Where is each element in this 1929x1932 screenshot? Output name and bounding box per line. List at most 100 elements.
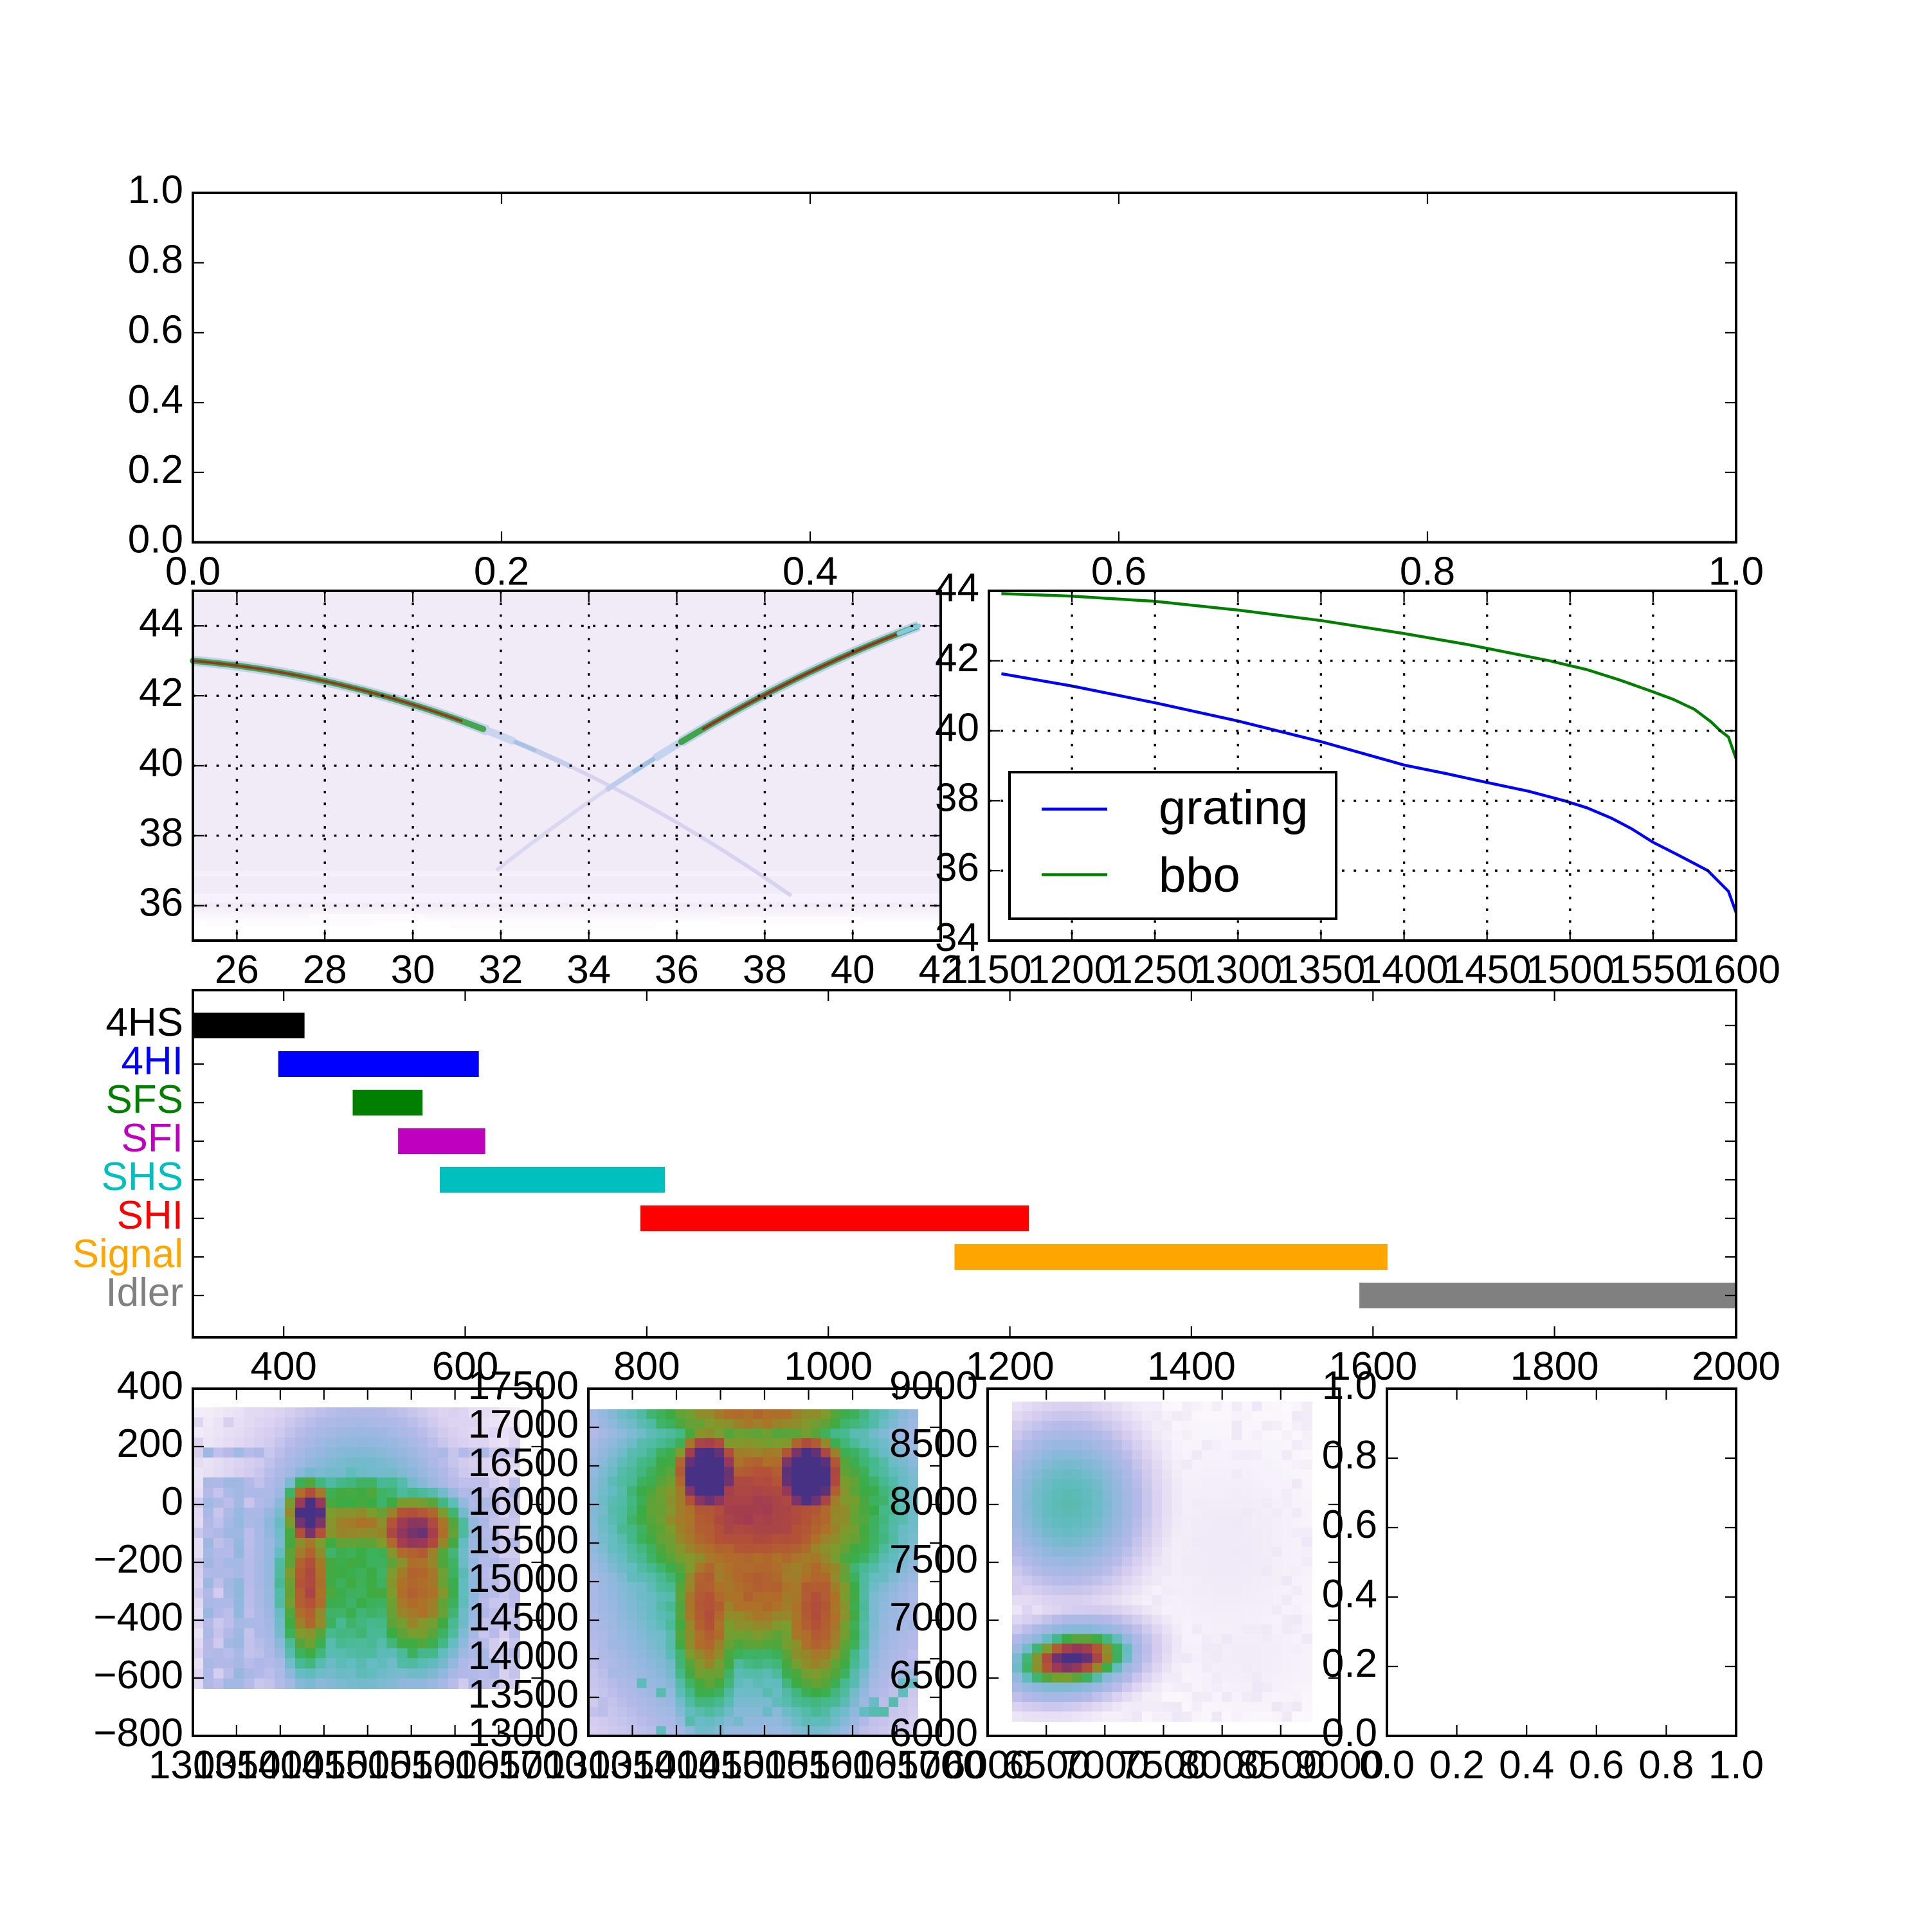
svg-text:1550: 1550 <box>367 1743 456 1787</box>
svg-text:26: 26 <box>215 948 259 992</box>
svg-text:17500: 17500 <box>468 1364 579 1408</box>
svg-text:44: 44 <box>139 600 183 645</box>
svg-text:42: 42 <box>935 636 979 680</box>
svg-text:SFS: SFS <box>105 1078 183 1122</box>
svg-text:8000: 8000 <box>1178 1743 1267 1787</box>
svg-text:0.4: 0.4 <box>1499 1743 1554 1787</box>
svg-text:Idler: Idler <box>105 1270 183 1315</box>
svg-text:6000: 6000 <box>889 1711 978 1755</box>
svg-text:8500: 8500 <box>889 1422 978 1466</box>
svg-text:0.8: 0.8 <box>1400 550 1455 594</box>
svg-text:17000: 17000 <box>468 1402 579 1447</box>
svg-text:1200: 1200 <box>1028 948 1116 992</box>
svg-text:4HS: 4HS <box>105 1000 183 1045</box>
svg-text:1600: 1600 <box>1328 1344 1417 1389</box>
svg-text:0.8: 0.8 <box>128 238 183 282</box>
svg-text:1300: 1300 <box>1193 948 1282 992</box>
svg-text:0.8: 0.8 <box>1638 1743 1694 1787</box>
svg-text:Signal: Signal <box>73 1232 183 1276</box>
svg-text:0.6: 0.6 <box>1091 550 1146 594</box>
svg-text:1400: 1400 <box>1147 1344 1236 1389</box>
svg-text:1.0: 1.0 <box>1708 1743 1764 1787</box>
svg-text:9000: 9000 <box>889 1364 978 1408</box>
svg-text:1350: 1350 <box>192 1743 281 1787</box>
svg-text:−400: −400 <box>93 1595 183 1639</box>
svg-text:0.2: 0.2 <box>474 550 529 594</box>
svg-text:15500: 15500 <box>468 1518 579 1562</box>
svg-text:0.4: 0.4 <box>128 377 183 422</box>
svg-text:0.6: 0.6 <box>128 307 183 352</box>
svg-text:−600: −600 <box>93 1653 183 1697</box>
svg-text:1350: 1350 <box>1276 948 1365 992</box>
svg-text:13000: 13000 <box>468 1711 579 1755</box>
svg-text:36: 36 <box>935 845 979 890</box>
svg-text:1550: 1550 <box>765 1743 853 1787</box>
svg-text:1450: 1450 <box>1443 948 1532 992</box>
svg-text:800: 800 <box>613 1344 680 1389</box>
svg-text:1650: 1650 <box>853 1743 941 1787</box>
svg-text:32: 32 <box>478 948 523 992</box>
svg-text:1500: 1500 <box>323 1743 412 1787</box>
svg-text:38: 38 <box>935 775 979 820</box>
svg-text:16500: 16500 <box>468 1441 579 1485</box>
svg-text:34: 34 <box>566 948 611 992</box>
svg-text:SHI: SHI <box>117 1193 183 1238</box>
svg-text:−800: −800 <box>93 1711 183 1755</box>
svg-text:0.0: 0.0 <box>128 518 183 562</box>
svg-text:1.0: 1.0 <box>1322 1364 1377 1408</box>
svg-text:1550: 1550 <box>1609 948 1698 992</box>
svg-text:1450: 1450 <box>280 1743 368 1787</box>
svg-text:1400: 1400 <box>632 1743 721 1787</box>
svg-text:1700: 1700 <box>498 1743 587 1787</box>
svg-text:28: 28 <box>303 948 347 992</box>
svg-text:0.2: 0.2 <box>128 447 183 492</box>
svg-text:200: 200 <box>117 1422 183 1466</box>
svg-text:36: 36 <box>655 948 699 992</box>
svg-text:2000: 2000 <box>1692 1344 1780 1389</box>
svg-text:1350: 1350 <box>588 1743 677 1787</box>
svg-text:36: 36 <box>139 881 183 925</box>
svg-text:1250: 1250 <box>1110 948 1199 992</box>
svg-text:6500: 6500 <box>1002 1743 1091 1787</box>
svg-text:9000: 9000 <box>1295 1743 1384 1787</box>
svg-text:0.6: 0.6 <box>1322 1503 1377 1547</box>
svg-text:0: 0 <box>161 1479 183 1524</box>
svg-text:13500: 13500 <box>468 1672 579 1717</box>
svg-text:42: 42 <box>139 671 183 715</box>
svg-text:600: 600 <box>432 1344 498 1389</box>
svg-text:1800: 1800 <box>1510 1344 1599 1389</box>
svg-text:0.2: 0.2 <box>1322 1641 1377 1686</box>
svg-text:40: 40 <box>831 948 875 992</box>
svg-text:1200: 1200 <box>966 1344 1055 1389</box>
svg-text:0.0: 0.0 <box>1322 1711 1377 1755</box>
svg-text:30: 30 <box>391 948 435 992</box>
svg-text:1650: 1650 <box>455 1743 543 1787</box>
svg-text:42: 42 <box>919 948 963 992</box>
svg-text:0.8: 0.8 <box>1322 1433 1377 1477</box>
svg-text:grating: grating <box>1159 781 1308 835</box>
svg-text:0.0: 0.0 <box>165 550 221 594</box>
svg-text:1500: 1500 <box>1526 948 1615 992</box>
svg-text:6500: 6500 <box>889 1653 978 1697</box>
svg-text:−200: −200 <box>93 1537 183 1582</box>
svg-text:1000: 1000 <box>784 1344 873 1389</box>
svg-text:1700: 1700 <box>896 1743 985 1787</box>
svg-text:7500: 7500 <box>1119 1743 1208 1787</box>
svg-text:6000: 6000 <box>943 1743 1032 1787</box>
svg-text:1450: 1450 <box>676 1743 765 1787</box>
svg-text:1300: 1300 <box>149 1743 237 1787</box>
svg-text:38: 38 <box>139 811 183 855</box>
svg-text:1600: 1600 <box>808 1743 897 1787</box>
svg-text:1.0: 1.0 <box>128 168 183 212</box>
svg-text:7000: 7000 <box>1060 1743 1149 1787</box>
svg-text:SFI: SFI <box>122 1116 183 1160</box>
svg-text:0.4: 0.4 <box>1322 1572 1377 1616</box>
svg-text:bbo: bbo <box>1159 848 1240 903</box>
svg-text:34: 34 <box>935 916 979 960</box>
svg-text:1.0: 1.0 <box>1708 550 1764 594</box>
svg-text:14000: 14000 <box>468 1634 579 1678</box>
svg-text:14500: 14500 <box>468 1595 579 1639</box>
svg-text:1300: 1300 <box>544 1743 633 1787</box>
svg-text:400: 400 <box>117 1364 183 1408</box>
svg-text:44: 44 <box>935 566 979 610</box>
